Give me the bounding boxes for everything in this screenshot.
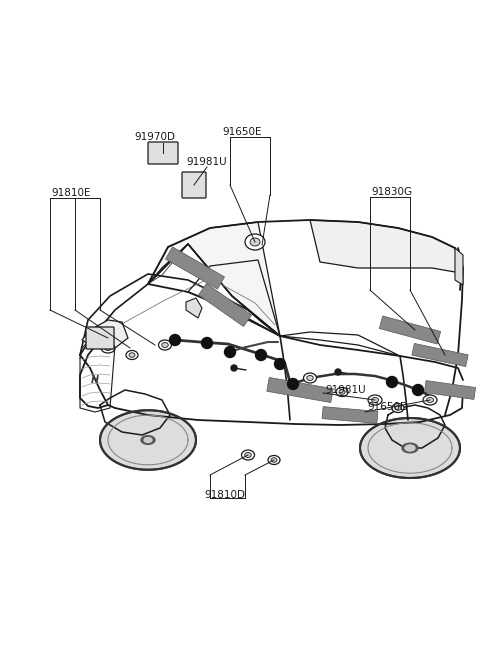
- Ellipse shape: [129, 353, 135, 357]
- Circle shape: [275, 358, 286, 369]
- Ellipse shape: [162, 343, 168, 348]
- Ellipse shape: [126, 350, 138, 360]
- Circle shape: [412, 384, 423, 396]
- Text: 91981U: 91981U: [325, 385, 366, 395]
- Ellipse shape: [268, 455, 280, 464]
- Circle shape: [288, 379, 299, 390]
- Text: H: H: [91, 375, 99, 385]
- Circle shape: [386, 377, 397, 388]
- Polygon shape: [322, 407, 378, 423]
- Ellipse shape: [368, 395, 382, 405]
- Polygon shape: [360, 418, 460, 478]
- Polygon shape: [100, 410, 196, 470]
- Polygon shape: [267, 377, 333, 403]
- Ellipse shape: [158, 340, 171, 350]
- Text: 91650E: 91650E: [222, 127, 262, 137]
- Polygon shape: [424, 381, 476, 400]
- Polygon shape: [310, 220, 462, 272]
- Ellipse shape: [405, 445, 415, 451]
- Ellipse shape: [245, 453, 251, 457]
- Circle shape: [335, 369, 341, 375]
- Ellipse shape: [307, 375, 313, 381]
- Ellipse shape: [245, 234, 265, 250]
- Ellipse shape: [402, 443, 418, 453]
- Text: 91830G: 91830G: [372, 187, 413, 197]
- Circle shape: [225, 346, 236, 358]
- Polygon shape: [186, 298, 202, 318]
- Ellipse shape: [101, 343, 115, 353]
- Circle shape: [202, 337, 213, 348]
- Ellipse shape: [372, 398, 379, 403]
- Polygon shape: [379, 316, 441, 344]
- Ellipse shape: [336, 388, 348, 396]
- Ellipse shape: [250, 238, 260, 246]
- Ellipse shape: [144, 438, 152, 443]
- FancyBboxPatch shape: [182, 172, 206, 198]
- Polygon shape: [82, 320, 128, 348]
- Ellipse shape: [339, 390, 345, 394]
- Polygon shape: [455, 248, 463, 285]
- FancyBboxPatch shape: [148, 142, 178, 164]
- Text: 91650D: 91650D: [367, 402, 408, 412]
- Ellipse shape: [241, 450, 254, 460]
- Text: 91810D: 91810D: [204, 490, 245, 500]
- Text: 91810E: 91810E: [51, 188, 91, 198]
- Polygon shape: [166, 247, 225, 289]
- Polygon shape: [148, 222, 280, 336]
- Ellipse shape: [423, 395, 437, 405]
- Ellipse shape: [303, 373, 316, 383]
- Ellipse shape: [392, 403, 404, 413]
- Ellipse shape: [395, 405, 401, 410]
- Circle shape: [255, 350, 266, 360]
- Polygon shape: [412, 343, 468, 367]
- Text: 91981U: 91981U: [187, 157, 228, 167]
- Text: 91970D: 91970D: [134, 132, 176, 142]
- Ellipse shape: [271, 458, 277, 462]
- Ellipse shape: [427, 398, 433, 403]
- FancyBboxPatch shape: [86, 327, 114, 349]
- Polygon shape: [198, 284, 252, 326]
- Ellipse shape: [105, 345, 111, 350]
- Circle shape: [231, 365, 237, 371]
- Circle shape: [169, 335, 180, 345]
- Ellipse shape: [141, 436, 155, 444]
